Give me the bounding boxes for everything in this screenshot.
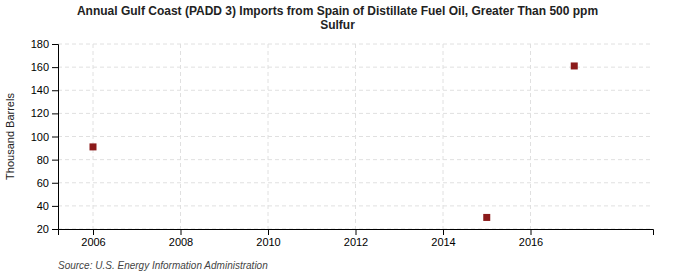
- axis-line: [59, 230, 654, 236]
- tick-mark: [52, 44, 58, 45]
- tick-mark: [52, 67, 58, 68]
- grid-line: [355, 44, 356, 229]
- title: Annual Gulf Coast (PADD 3) Imports from …: [77, 4, 598, 32]
- tick-label: 120: [31, 107, 49, 119]
- tick-label: 40: [37, 200, 49, 212]
- tick: 60: [37, 177, 58, 189]
- tick-mark: [443, 229, 444, 235]
- tick-mark: [52, 183, 58, 184]
- tick-mark: [52, 229, 58, 230]
- tick-mark: [531, 229, 532, 235]
- tick: 2016: [519, 229, 543, 248]
- tick-label: 2010: [256, 236, 280, 248]
- tick: 80: [37, 154, 58, 166]
- tick-mark: [52, 113, 58, 114]
- tick-label: 180: [31, 38, 49, 50]
- tick-mark: [52, 206, 58, 207]
- tick: 160: [31, 61, 58, 73]
- tick-mark: [52, 90, 58, 91]
- tick-mark: [181, 229, 182, 235]
- grid-line: [530, 44, 531, 229]
- tick: 20: [37, 223, 58, 235]
- x-axis: 2006 2008 2010 2012 2014 2016: [59, 229, 654, 248]
- tick: 2010: [256, 229, 280, 248]
- tick-mark: [268, 229, 269, 235]
- tick: 2008: [169, 229, 193, 248]
- point: [483, 214, 490, 221]
- tick-label: 60: [37, 177, 49, 189]
- plot-area: 2006 2008 2010 2012 2014 2016 20 40 60 80 100 120 14…: [31, 38, 654, 248]
- tick: 2014: [431, 229, 455, 248]
- source: Source: U.S. Energy Information Administ…: [58, 260, 268, 271]
- tick-mark: [52, 160, 58, 161]
- tick: 40: [37, 200, 58, 212]
- tick-label: 20: [37, 223, 49, 235]
- tick: 180: [31, 38, 58, 50]
- tick-label: 2006: [81, 236, 105, 248]
- chart: 2006 2008 2010 2012 2014 2016 20 40 60 80 100 120 14…: [0, 0, 675, 275]
- tick-mark: [52, 137, 58, 138]
- tick-label: 140: [31, 84, 49, 96]
- tick: 100: [31, 131, 58, 143]
- tick-mark: [93, 229, 94, 235]
- grid-line: [268, 44, 269, 229]
- grid-line: [180, 44, 181, 229]
- grid-line: [58, 182, 653, 183]
- y-axis-label: Thousand Barrels: [4, 93, 16, 180]
- tick-label: 2016: [519, 236, 543, 248]
- point: [90, 143, 97, 150]
- point: [571, 62, 578, 69]
- tick: 2006: [81, 229, 105, 248]
- grid-line: [443, 44, 444, 229]
- axis-line: [52, 45, 59, 230]
- tick-label: 2008: [169, 236, 193, 248]
- tick-label: 80: [37, 154, 49, 166]
- grid-line: [93, 44, 94, 229]
- tick-label: 160: [31, 61, 49, 73]
- points: [90, 62, 578, 220]
- grid-line: [58, 113, 653, 114]
- tick: 2012: [344, 229, 368, 248]
- tick-label: 2014: [431, 236, 455, 248]
- tick-label: 100: [31, 131, 49, 143]
- grid: [58, 44, 653, 229]
- tick-mark: [356, 229, 357, 235]
- y-axis: 20 40 60 80 100 120 140 160 180: [31, 38, 59, 235]
- tick: 120: [31, 107, 58, 119]
- tick-label: 2012: [344, 236, 368, 248]
- tick: 140: [31, 84, 58, 96]
